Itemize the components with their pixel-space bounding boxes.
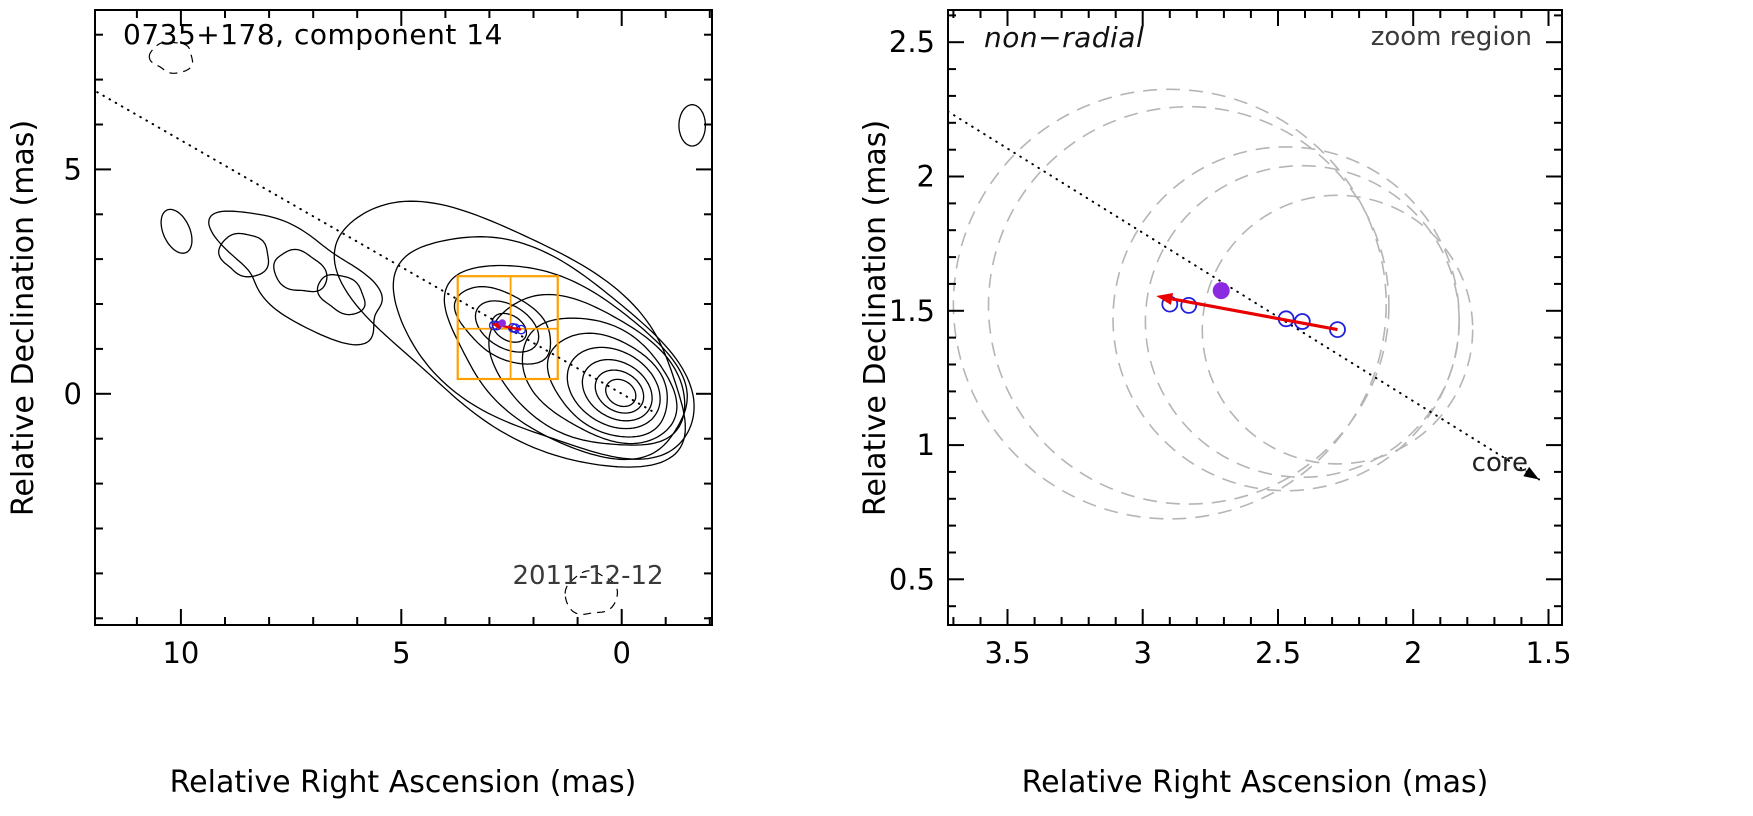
contour-line (605, 378, 637, 408)
contour-line (488, 293, 686, 446)
plot-data-layer (948, 88, 1541, 520)
contour-line (566, 346, 661, 430)
contour-line (316, 274, 366, 316)
component-size-circle (1144, 164, 1461, 479)
contour-line (333, 200, 686, 468)
right-xaxis-title: Relative Right Ascension (mas) (1022, 765, 1489, 800)
component-size-circle (1201, 194, 1474, 465)
velocity-arrow-head (1156, 293, 1174, 305)
nonradial-label: non−radial (984, 21, 1144, 54)
plot-data-layer (96, 41, 707, 616)
x-tick-label: 2.5 (1255, 636, 1301, 670)
jet-axis-dotted-line (96, 91, 656, 414)
y-tick-label: 5 (64, 152, 82, 186)
contour-line (218, 232, 270, 278)
contour-line (521, 317, 678, 445)
jet-axis-dotted-line (948, 110, 1541, 481)
contour-line (474, 300, 540, 353)
mean-position-dot (1212, 282, 1230, 300)
left-xaxis-title: Relative Right Ascension (mas) (170, 765, 637, 800)
y-tick-label: 0 (64, 377, 82, 411)
y-tick-label: 2.5 (889, 25, 935, 59)
contour-line (273, 248, 328, 293)
left-panel-title: 0735+178, component 14 (123, 18, 503, 51)
right-panel-zoom-scatter: 3.5 3 2.5 2 1.5 0.5 1 1.5 2 2.5 (889, 9, 1572, 670)
zoom-region-box (456, 275, 559, 381)
negative-contour-line (564, 570, 618, 616)
component-size-circle (952, 88, 1388, 520)
right-yaxis-title: Relative Declination (mas) (858, 120, 893, 516)
contour-line (392, 236, 695, 460)
core-direction-arrowhead (1523, 466, 1540, 480)
contour-line (208, 210, 383, 346)
x-tick-label: 1.5 (1525, 636, 1571, 670)
velocity-arrow-line (1171, 297, 1338, 332)
x-tick-label: 3.5 (984, 636, 1030, 670)
left-panel-contour-map: 10 5 0 0 5 (64, 9, 713, 670)
contour-line (453, 286, 552, 365)
core-label: core (1472, 448, 1528, 478)
x-tick-label: 3 (1133, 636, 1151, 670)
mean-position-dot (498, 319, 507, 327)
plot-frame (947, 9, 1563, 626)
zoom-region-label: zoom region (1371, 22, 1532, 52)
negative-contour-line (148, 41, 194, 74)
x-tick-label: 10 (162, 636, 199, 670)
contour-line (581, 358, 653, 422)
component-size-circle (987, 105, 1390, 505)
x-tick-label: 0 (612, 636, 630, 670)
contour-line (546, 332, 668, 438)
contour-line (443, 264, 688, 461)
plot-frame (94, 9, 713, 626)
left-yaxis-title: Relative Declination (mas) (6, 120, 41, 516)
x-tick-label: 5 (392, 636, 410, 670)
contour-line (678, 104, 707, 147)
contour-line (594, 369, 645, 414)
contour-line (491, 312, 528, 343)
x-tick-label: 2 (1404, 636, 1422, 670)
y-tick-label: 2 (917, 160, 935, 194)
y-tick-label: 1.5 (889, 294, 935, 328)
y-tick-label: 0.5 (889, 562, 935, 596)
component-position-circle (1180, 296, 1198, 314)
contour-line (160, 208, 193, 254)
observation-date-label: 2011-12-12 (512, 561, 663, 591)
y-tick-label: 1 (917, 428, 935, 462)
